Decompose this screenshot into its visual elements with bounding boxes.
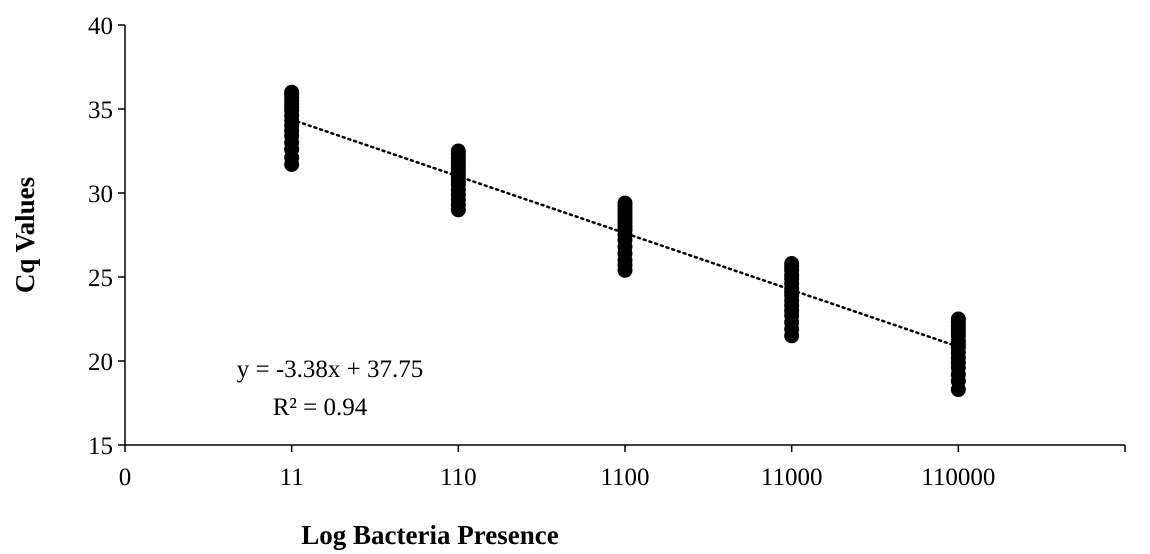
trendline-group [290, 118, 960, 348]
x-tick-label: 110 [440, 464, 477, 491]
y-tick-label: 30 [88, 181, 113, 208]
y-tick-label: 35 [88, 97, 113, 124]
x-tick-label: 0 [119, 464, 132, 491]
data-point [784, 256, 800, 272]
data-point [950, 311, 966, 327]
y-tick-label: 15 [88, 433, 113, 460]
x-axis-title: Log Bacteria Presence [301, 520, 558, 550]
data-point [450, 143, 466, 159]
y-axis-title: Cq Values [10, 177, 40, 293]
y-tick-label: 20 [88, 349, 113, 376]
data-point [617, 195, 633, 211]
data-points [284, 84, 966, 398]
x-tick-label: 110000 [921, 464, 995, 491]
trendline-equation: y = -3.38x + 37.75 [237, 356, 424, 383]
data-point [284, 84, 300, 100]
x-tick-label: 11 [280, 464, 304, 491]
y-tick-label: 40 [88, 13, 113, 40]
x-ticks: 0 11 110 1100 11000 110000 [119, 445, 1126, 491]
trendline [290, 118, 960, 348]
trendline-r-squared: R² = 0.94 [273, 394, 368, 421]
x-tick-label: 1100 [600, 464, 649, 491]
x-tick-label: 11000 [761, 464, 823, 491]
y-ticks: 15 20 25 30 35 40 [88, 13, 125, 460]
y-tick-label: 25 [88, 265, 113, 292]
